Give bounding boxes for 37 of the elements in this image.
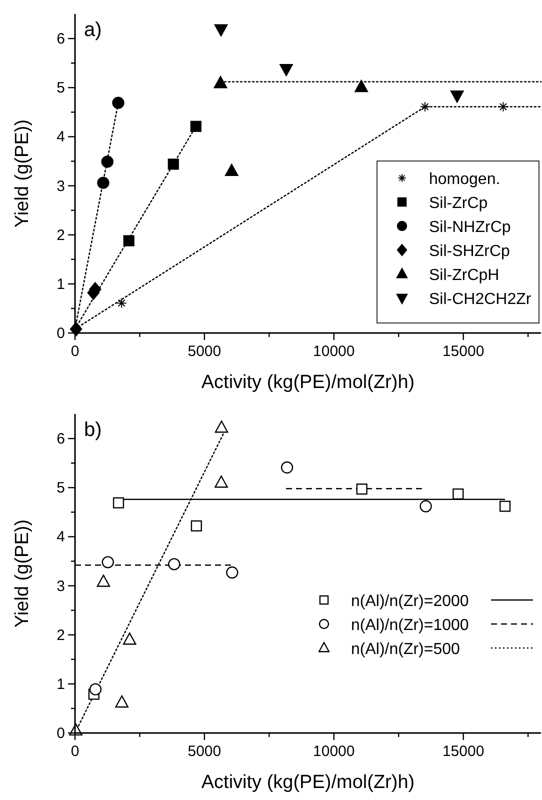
y-tick-label: 3 — [56, 178, 65, 195]
x-tick-label: 5000 — [188, 743, 222, 760]
legend-label: Sil-ZrCp — [429, 195, 488, 212]
legend-label: Sil-SHZrCp — [429, 243, 510, 260]
chart-title: a) — [84, 19, 102, 41]
y-axis-title: Yield (g(PE)) — [12, 519, 33, 628]
x-tick-label: 5000 — [188, 343, 222, 360]
y-tick-label: 0 — [56, 325, 65, 342]
legend-label: n(Al)/n(Zr)=500 — [351, 641, 460, 658]
y-tick-label: 1 — [56, 676, 65, 693]
x-tick-label: 0 — [70, 343, 80, 360]
y-tick-label: 1 — [56, 276, 65, 293]
x-tick-label: 15000 — [442, 343, 484, 360]
y-tick-label: 3 — [56, 578, 65, 595]
y-tick-label: 2 — [56, 226, 65, 244]
legend-label: n(Al)/n(Zr)=2000 — [351, 593, 469, 610]
legend-label: Sil-CH2CH2Zr — [429, 291, 532, 308]
legend-label: n(Al)/n(Zr)=1000 — [351, 617, 469, 634]
y-tick-label: 6 — [56, 30, 65, 48]
y-axis-title: Yield (g(PE)) — [12, 119, 33, 228]
y-tick-label: 0 — [56, 725, 65, 742]
chart-title: b) — [84, 419, 102, 441]
x-tick-label: 0 — [70, 743, 80, 760]
x-tick-label: 10000 — [313, 343, 355, 360]
x-tick-label: 15000 — [442, 743, 484, 760]
x-tick-label: 10000 — [313, 743, 355, 760]
y-tick-label: 6 — [56, 430, 65, 448]
x-axis-title: Activity (kg(PE)/mol(Zr)h) — [201, 772, 415, 793]
legend-label: Sil-NHZrCp — [429, 219, 511, 236]
y-tick-label: 5 — [56, 480, 65, 497]
x-axis-title: Activity (kg(PE)/mol(Zr)h) — [201, 372, 415, 393]
y-tick-label: 4 — [56, 128, 65, 146]
y-tick-label: 5 — [56, 80, 65, 97]
y-tick-label: 4 — [56, 528, 65, 546]
legend-label: Sil-ZrCpH — [429, 267, 500, 284]
y-tick-label: 2 — [56, 626, 65, 644]
legend-label: homogen. — [429, 171, 500, 188]
